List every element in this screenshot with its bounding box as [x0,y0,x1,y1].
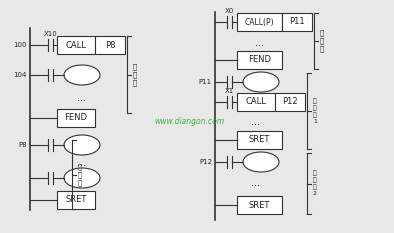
Bar [237,93,275,111]
Ellipse shape [243,152,279,172]
Text: ...: ... [78,93,87,103]
Text: FEND: FEND [65,113,87,123]
Text: CALL: CALL [65,41,86,49]
Bar [237,131,282,149]
Text: CALL: CALL [245,97,266,106]
Text: www.diangon.com: www.diangon.com [154,117,224,126]
Text: SRET: SRET [249,201,270,209]
Text: P11: P11 [289,17,305,27]
Text: ...: ... [78,158,87,168]
Text: P12: P12 [199,159,212,165]
Bar [275,93,305,111]
Ellipse shape [64,168,100,188]
Bar [282,13,312,31]
Text: 100: 100 [13,42,27,48]
Text: X0: X0 [225,8,234,14]
Bar [237,196,282,214]
Ellipse shape [64,135,100,155]
Text: 子
程
序
2: 子 程 序 2 [313,171,317,196]
Text: 主
程
序: 主 程 序 [133,63,137,86]
Text: ...: ... [251,178,260,188]
Text: ...: ... [255,38,264,48]
Text: 子
程
序: 子 程 序 [78,163,82,186]
Bar [57,109,95,127]
Bar [57,36,95,54]
Text: ...: ... [251,117,260,127]
Text: X1: X1 [225,88,234,94]
Text: 主
程
序: 主 程 序 [320,30,324,52]
Text: SRET: SRET [65,195,87,205]
Text: X10: X10 [44,31,58,37]
Text: P11: P11 [199,79,212,85]
Text: SRET: SRET [249,136,270,144]
Ellipse shape [243,72,279,92]
Bar [237,51,282,69]
Text: 104: 104 [14,72,27,78]
Ellipse shape [64,65,100,85]
Text: P8: P8 [19,142,27,148]
Text: FEND: FEND [248,55,271,65]
Text: P8: P8 [105,41,115,49]
Bar [57,191,95,209]
Text: P12: P12 [282,97,298,106]
Text: CALL(P): CALL(P) [245,17,274,27]
Bar [95,36,125,54]
Text: 子
程
序
1: 子 程 序 1 [313,98,317,124]
Bar [237,13,282,31]
